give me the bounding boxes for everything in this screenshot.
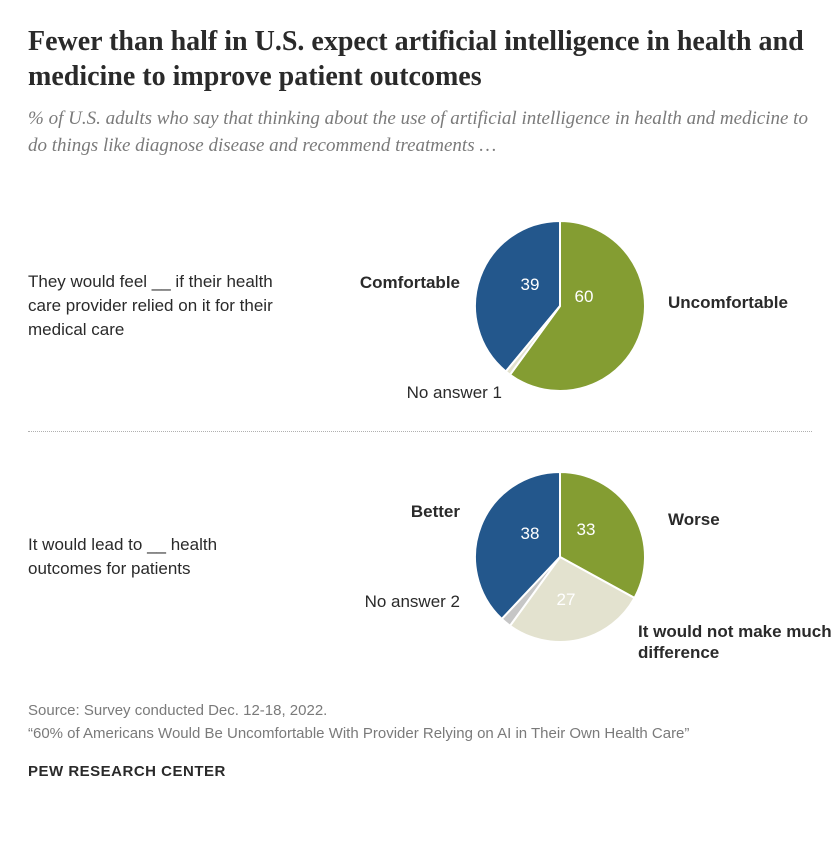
pie-external-label: Comfortable <box>360 273 460 293</box>
pie-value-label: 27 <box>557 590 576 609</box>
footer-note: “60% of Americans Would Be Uncomfortable… <box>28 723 812 746</box>
pie-external-label: Worse <box>668 510 720 530</box>
pie-external-label: Uncomfortable <box>668 293 788 313</box>
divider <box>28 431 812 432</box>
pie-external-label: It would not make much difference <box>638 622 838 663</box>
footer: Source: Survey conducted Dec. 12-18, 202… <box>28 700 812 784</box>
pie-chart: 38 33 27 <box>470 467 650 647</box>
pie-external-label: No answer 2 <box>365 592 460 612</box>
pie-value-label: 33 <box>577 520 596 539</box>
pie-external-label: Better <box>411 502 460 522</box>
chart-subtitle: % of U.S. adults who say that thinking a… <box>28 106 812 159</box>
question-1: They would feel __ if their health care … <box>28 270 288 341</box>
pie-value-label: 60 <box>575 287 594 306</box>
pie-area-1: 39 60 Comfortable Uncomfortable No answer 1 <box>308 201 812 411</box>
pie-value-label: 39 <box>521 275 540 294</box>
footer-attribution: PEW RESEARCH CENTER <box>28 761 812 784</box>
pie-value-label: 38 <box>521 524 540 543</box>
pie-chart: 39 60 <box>470 216 650 396</box>
question-2: It would lead to __ health outcomes for … <box>28 533 288 581</box>
chart-row-2: It would lead to __ health outcomes for … <box>28 438 812 676</box>
chart-title: Fewer than half in U.S. expect artificia… <box>28 24 812 94</box>
chart-row-1: They would feel __ if their health care … <box>28 187 812 425</box>
pie-area-2: 383327BetterWorseNo answer 2It would not… <box>308 452 812 662</box>
footer-source: Source: Survey conducted Dec. 12-18, 202… <box>28 700 812 723</box>
pie-external-label: No answer 1 <box>407 383 502 403</box>
